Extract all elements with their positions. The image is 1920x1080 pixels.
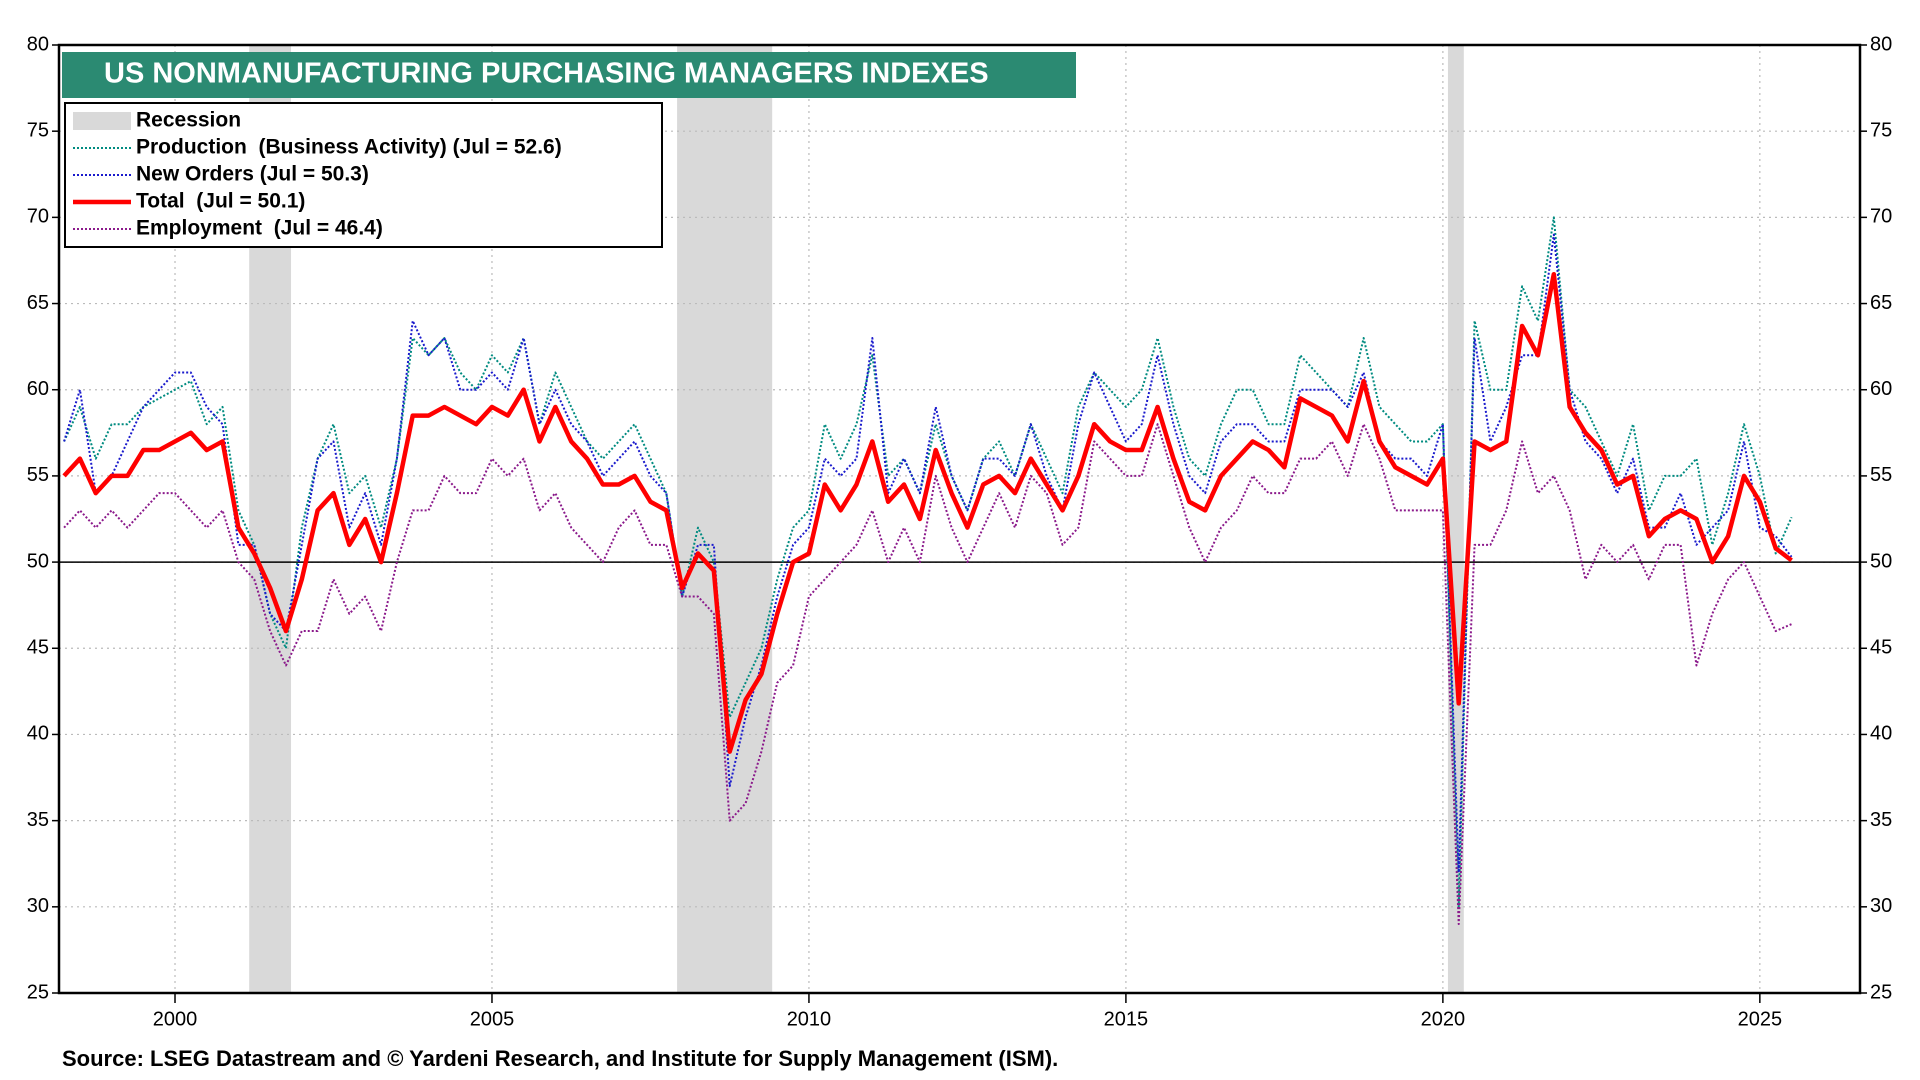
y-tick-label: 65 — [27, 292, 49, 314]
y2-tick-label: 70 — [1870, 206, 1892, 228]
y2-tick-label: 80 — [1870, 33, 1892, 55]
series-line — [62, 271, 1793, 754]
x-tick-label: 2025 — [1738, 1008, 1783, 1030]
source-note: Source: LSEG Datastream and © Yardeni Re… — [62, 1046, 1058, 1071]
y2-tick-label: 60 — [1870, 378, 1892, 400]
series-line — [63, 423, 1792, 926]
y2-tick-label: 55 — [1870, 464, 1892, 486]
plot-frame — [57, 43, 1862, 995]
y2-tick-label: 75 — [1870, 119, 1892, 141]
legend-label: Employment (Jul = 46.4) — [136, 217, 383, 240]
legend-label: Recession — [136, 109, 241, 132]
y-tick-label: 80 — [27, 33, 49, 55]
y-tick-label: 75 — [27, 119, 49, 141]
y2-tick-label: 45 — [1870, 637, 1892, 659]
legend-label: Total (Jul = 50.1) — [136, 190, 305, 213]
y2-tick-label: 30 — [1870, 895, 1892, 917]
y-tick-label: 70 — [27, 206, 49, 228]
y2-tick-label: 50 — [1870, 550, 1892, 572]
y2-tick-label: 35 — [1870, 809, 1892, 831]
y-tick-label: 40 — [27, 723, 49, 745]
y-tick-label: 55 — [27, 464, 49, 486]
y-tick-label: 35 — [27, 809, 49, 831]
x-tick-label: 2000 — [153, 1008, 198, 1030]
series-line — [63, 233, 1793, 874]
y2-tick-label: 25 — [1870, 981, 1892, 1003]
x-tick-label: 2005 — [470, 1008, 515, 1030]
y2-tick-label: 65 — [1870, 292, 1892, 314]
y2-tick-label: 40 — [1870, 723, 1892, 745]
series-lines — [62, 216, 1793, 926]
series-line — [63, 216, 1793, 908]
y-tick-label: 50 — [27, 550, 49, 572]
recession-band — [1447, 45, 1464, 993]
y-tick-label: 60 — [27, 378, 49, 400]
y-tick-label: 45 — [27, 637, 49, 659]
y-tick-label: 25 — [27, 981, 49, 1003]
legend-box — [64, 102, 663, 248]
title-box — [62, 52, 1076, 98]
legend-label: New Orders (Jul = 50.3) — [136, 163, 369, 186]
x-tick-label: 2020 — [1421, 1008, 1466, 1030]
legend-label: Production (Business Activity) (Jul = 52… — [136, 136, 562, 159]
legend: Recession Production (Business Activity) … — [73, 109, 562, 240]
x-tick-label: 2015 — [1104, 1008, 1149, 1030]
x-tick-label: 2010 — [787, 1008, 832, 1030]
chart-title: US NONMANUFACTURING PURCHASING MANAGERS … — [104, 58, 989, 90]
recession-band — [677, 45, 773, 993]
y-tick-label: 30 — [27, 895, 49, 917]
legend-swatch — [73, 112, 131, 130]
